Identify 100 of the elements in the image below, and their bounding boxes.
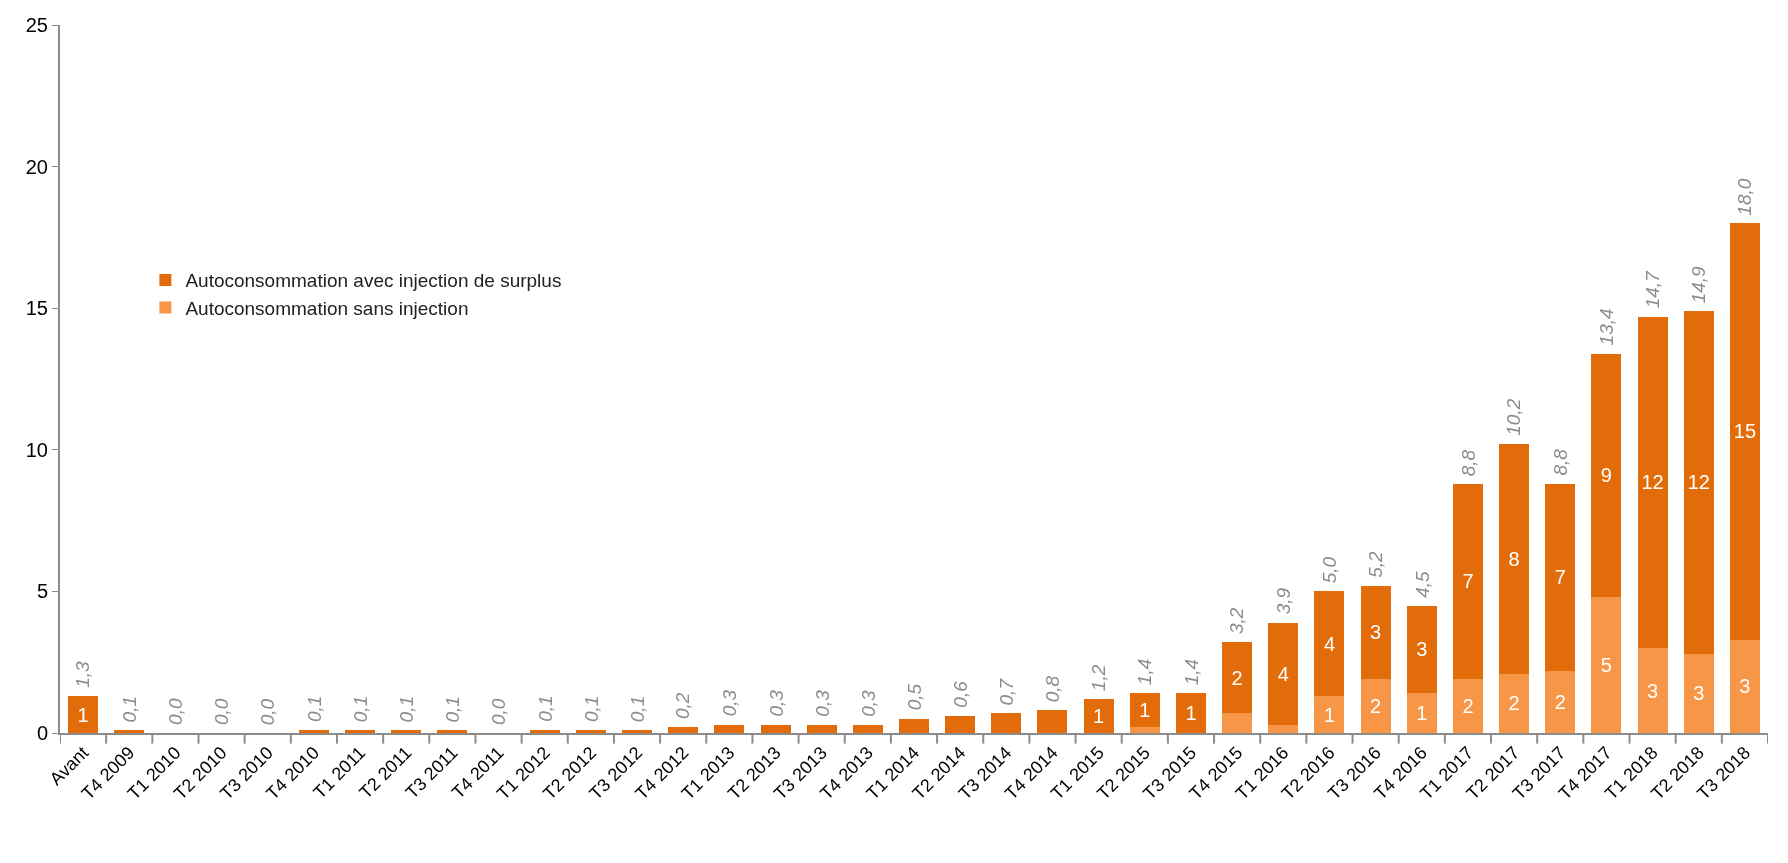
- bar: [1591, 597, 1622, 733]
- total-label: 0,2: [672, 692, 694, 720]
- data-label: 1: [1139, 699, 1151, 722]
- y-tick-label: 0: [36, 722, 48, 744]
- total-label: 5,0: [1318, 556, 1340, 584]
- bar: [1222, 642, 1253, 714]
- bar: [1545, 670, 1576, 733]
- bar: [575, 730, 606, 733]
- y-tick-label: 25: [25, 14, 48, 36]
- bar: [1452, 679, 1483, 733]
- bar: [760, 724, 791, 733]
- total-label: 0,1: [580, 695, 602, 723]
- bar: [437, 730, 468, 733]
- total-label: 0,3: [765, 689, 787, 717]
- total-label: 0,1: [396, 695, 418, 723]
- bar: [529, 730, 560, 733]
- data-label: 15: [1733, 420, 1757, 443]
- bar: [1545, 483, 1576, 671]
- data-label: 8: [1508, 547, 1520, 570]
- data-label: 2: [1462, 695, 1474, 718]
- bar: [991, 713, 1022, 733]
- total-label: 0,0: [488, 698, 510, 726]
- data-label: 1: [1185, 702, 1197, 725]
- total-label: 0,1: [626, 695, 648, 723]
- total-label: 0,8: [1041, 675, 1063, 703]
- data-label: 12: [1687, 471, 1710, 494]
- total-label: 14,9: [1688, 265, 1710, 304]
- bar: [622, 730, 653, 733]
- bar: [68, 696, 99, 733]
- data-label: 2: [1370, 695, 1382, 718]
- data-label: 3: [1647, 679, 1659, 702]
- bar: [1683, 653, 1714, 733]
- total-label: 0,5: [903, 683, 925, 711]
- total-label: 1,2: [1088, 664, 1110, 692]
- y-tick-label: 20: [25, 155, 48, 178]
- bar: [1406, 693, 1437, 733]
- bar: [1268, 724, 1299, 733]
- bar: [1729, 639, 1760, 733]
- bar: [1591, 353, 1622, 598]
- data-label: 4: [1277, 662, 1289, 685]
- y-tick-label: 15: [25, 297, 48, 320]
- data-label: 1: [1093, 705, 1105, 728]
- total-label: 0,1: [442, 696, 464, 723]
- bar: [1314, 696, 1345, 733]
- total-label: 0,0: [211, 698, 233, 726]
- bar: [1499, 673, 1530, 733]
- total-label: 5,2: [1365, 551, 1387, 578]
- bar: [806, 724, 837, 733]
- total-label: 1,4: [1180, 658, 1202, 686]
- bar: [345, 730, 376, 733]
- total-label: 0,3: [719, 689, 741, 717]
- total-label: 0,3: [857, 689, 879, 717]
- bar: [899, 718, 929, 733]
- total-label: 8,8: [1549, 448, 1571, 476]
- legend-label: Autoconsommation sans injection: [185, 298, 469, 319]
- bar: [1222, 713, 1253, 733]
- bar: [1452, 483, 1483, 680]
- bar: [1683, 311, 1714, 654]
- bar: [1314, 591, 1345, 697]
- data-label: 1: [1323, 703, 1336, 726]
- y-tick-label: 10: [25, 438, 48, 461]
- total-label: 0,3: [811, 689, 833, 717]
- data-label: 7: [1462, 570, 1474, 593]
- total-label: 13,4: [1596, 308, 1618, 346]
- data-label: 7: [1554, 566, 1566, 589]
- bar: [1083, 699, 1114, 733]
- bar: [391, 730, 422, 733]
- bar: [668, 727, 699, 733]
- data-label: 3: [1416, 638, 1428, 661]
- bar: [1499, 444, 1530, 674]
- data-label: 3: [1739, 675, 1751, 698]
- total-label: 0,1: [303, 695, 325, 723]
- bar: [1360, 679, 1391, 733]
- data-label: 1: [1416, 702, 1428, 725]
- bar: [1129, 693, 1160, 728]
- total-label: 0,1: [119, 695, 141, 723]
- bar: [1406, 605, 1437, 694]
- total-label: 1,4: [1134, 658, 1156, 686]
- bar: [1037, 710, 1068, 733]
- data-label: 3: [1693, 682, 1705, 705]
- data-label: 9: [1600, 464, 1612, 487]
- data-label: 2: [1231, 666, 1243, 689]
- total-label: 1,3: [72, 660, 94, 688]
- data-label: 2: [1508, 692, 1520, 715]
- total-label: 4,5: [1411, 570, 1433, 598]
- total-label: 0,0: [257, 698, 279, 726]
- total-label: 0,7: [996, 677, 1018, 706]
- total-label: 0,1: [534, 695, 556, 722]
- bar: [1360, 585, 1391, 680]
- bar: [114, 730, 145, 733]
- legend-label: Autoconsommation avec injection de surplus: [185, 270, 562, 292]
- bar: [945, 716, 976, 733]
- total-label: 18,0: [1734, 178, 1756, 216]
- bar: [1729, 223, 1760, 640]
- data-label: 1: [77, 703, 89, 726]
- y-tick-label: 5: [36, 580, 48, 603]
- data-label: 4: [1323, 632, 1336, 655]
- total-label: 3,9: [1273, 587, 1295, 615]
- data-label: 3: [1370, 621, 1382, 644]
- total-label: 0,1: [349, 695, 371, 723]
